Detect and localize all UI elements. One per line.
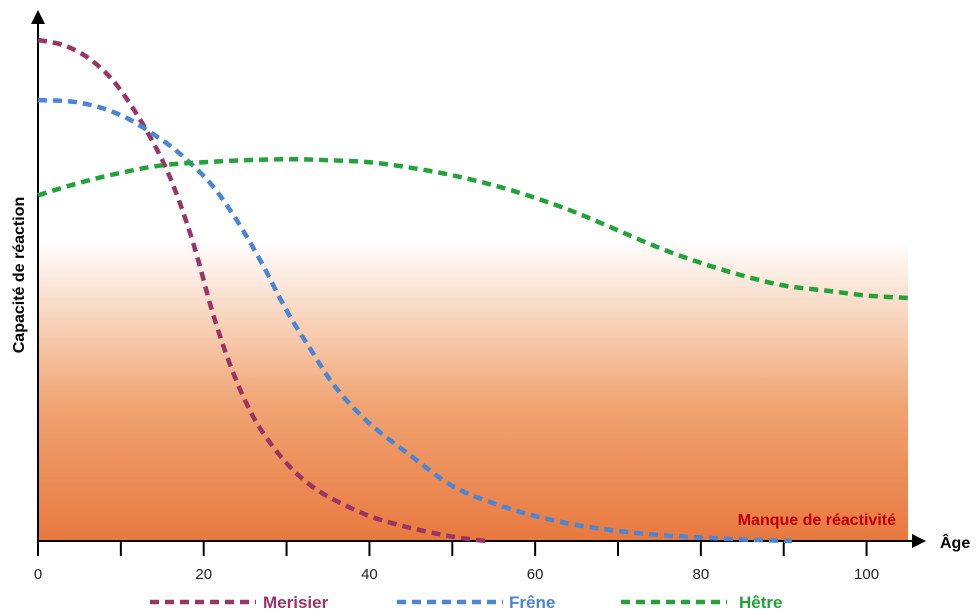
legend-label-fr-ne: Frêne xyxy=(509,593,555,612)
y-axis-arrow xyxy=(31,10,45,24)
y-axis-label: Capacité de réaction xyxy=(11,197,28,354)
zone-label: Manque de réactivité xyxy=(738,512,896,529)
x-axis-arrow xyxy=(912,534,926,548)
legend-label-merisier: Merisier xyxy=(263,593,329,612)
series-line-merisier xyxy=(37,37,486,544)
x-tick-label-0: 0 xyxy=(34,566,42,583)
x-tick-label-20: 20 xyxy=(195,566,212,583)
x-tick-label-80: 80 xyxy=(693,566,710,583)
low-reactivity-zone xyxy=(38,240,908,541)
x-axis-label: Âge xyxy=(940,533,970,552)
legend-label-h-tre: Hêtre xyxy=(739,593,782,612)
series-line-fr-ne xyxy=(37,97,793,544)
series-line-h-tre xyxy=(37,156,909,301)
x-tick-label-40: 40 xyxy=(361,566,378,583)
x-tick-label-100: 100 xyxy=(854,566,879,583)
legend: Merisier Frêne Hêtre xyxy=(150,593,782,612)
x-tick-label-60: 60 xyxy=(527,566,544,583)
